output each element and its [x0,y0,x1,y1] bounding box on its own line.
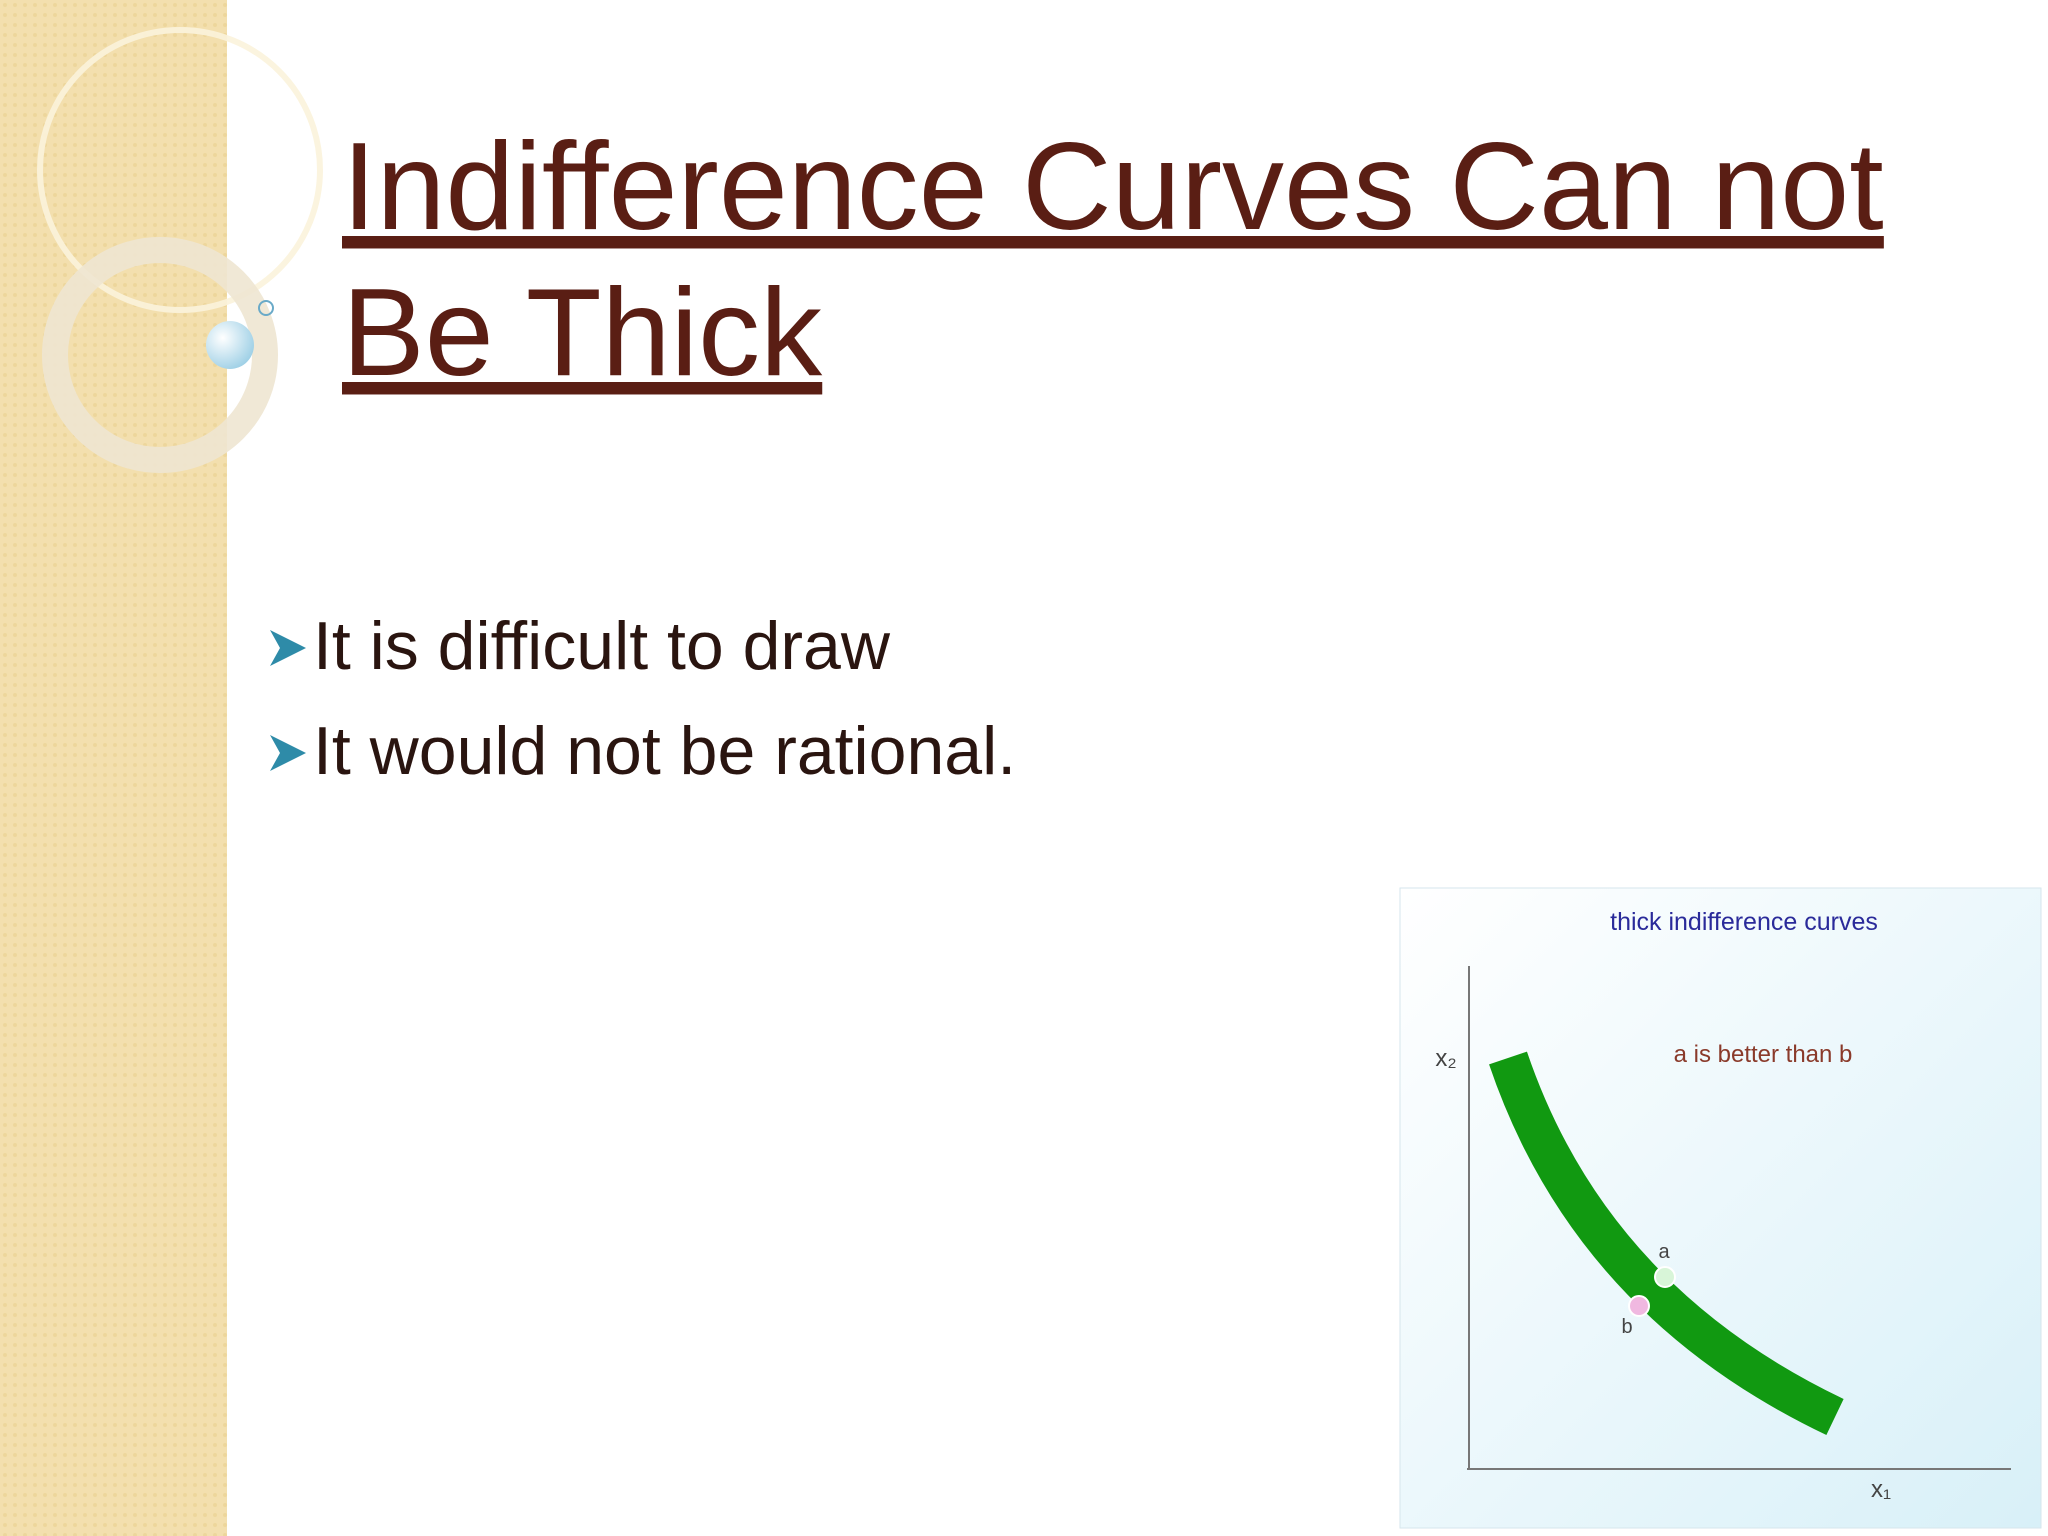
point-label: b [1621,1316,1632,1338]
title: Indifference Curves Can not Be Thick [342,118,1884,402]
figure-title: thick indifference curves [1610,908,1878,936]
figure: thick indifference curves a is better th… [1399,887,2042,1529]
point-a [1654,1266,1676,1288]
decoration-ring [42,237,278,473]
thick-curve [1489,1051,1844,1436]
title-line: Be Thick [342,264,823,402]
side-panel [0,0,227,1536]
x-axis-label: x₁ [1871,1476,1891,1503]
bullet-icon [270,735,306,771]
decoration-ring [37,27,323,313]
y-axis-label: x₂ [1435,1045,1456,1072]
figure-note: a is better than b [1674,1041,1853,1068]
bullet-icon [270,630,306,666]
decoration-bubble [206,321,254,369]
point-b [1628,1295,1650,1317]
point-label: a [1658,1241,1670,1263]
title-line: Indifference Curves Can not [342,118,1884,256]
bullet-text: It is difficult to draw [313,608,891,684]
bullet-list: It is difficult to draw It would not be … [270,608,1016,789]
decoration-bubble [258,300,274,316]
bullet-text: It would not be rational. [313,713,1016,789]
figure-frame [1399,887,2042,1529]
